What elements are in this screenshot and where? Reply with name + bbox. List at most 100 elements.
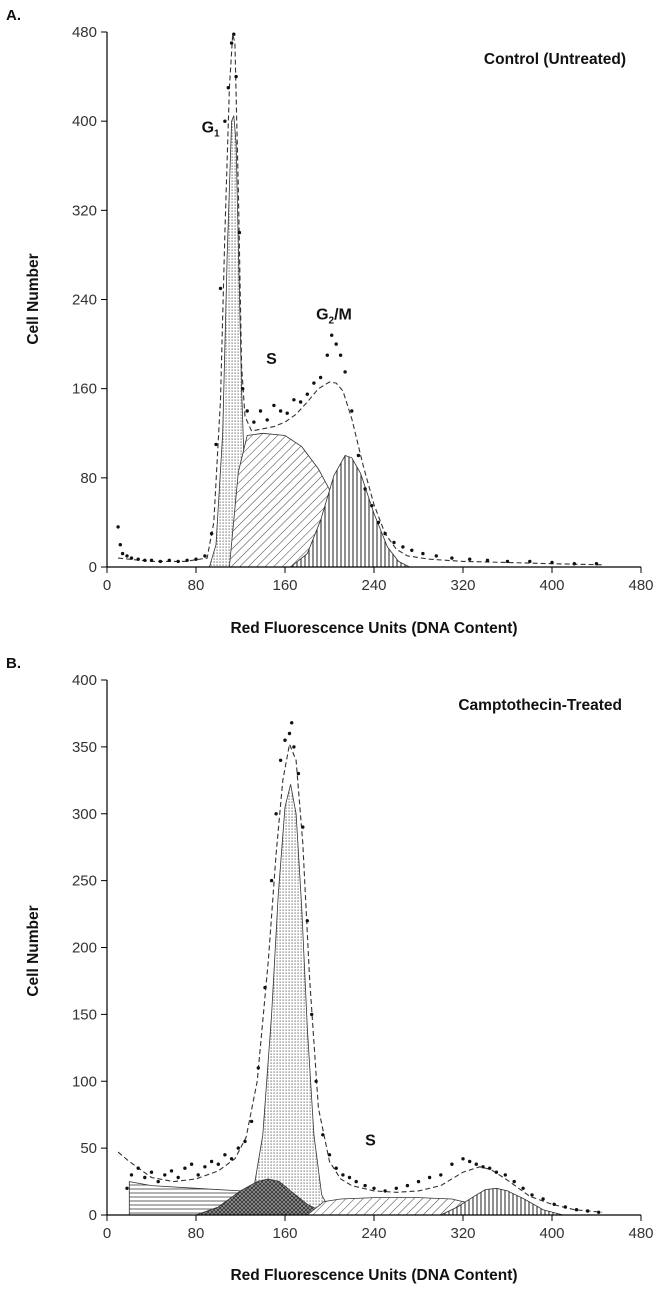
panel-b-data-point bbox=[585, 1209, 590, 1213]
panel-b-data-point bbox=[269, 878, 274, 883]
panel-a-data-point bbox=[550, 560, 554, 565]
panel-a-data-point bbox=[167, 558, 171, 562]
panel-a-y-tick-label: 240 bbox=[72, 292, 97, 309]
panel-a-x-tick-label: 240 bbox=[361, 577, 386, 594]
panel-b-y-tick-label: 100 bbox=[72, 1073, 97, 1090]
panel-a-data-point bbox=[485, 558, 490, 562]
panel-b-data-point bbox=[488, 1166, 492, 1170]
panel-b-data-point bbox=[236, 1146, 240, 1150]
panel-b-title: Camptothecin-Treated bbox=[458, 697, 622, 714]
panel-b-y-tick-label: 0 bbox=[89, 1207, 97, 1224]
panel-b-x-tick-label: 0 bbox=[103, 1225, 111, 1242]
panel-b-data-point bbox=[314, 1079, 318, 1084]
panel-a-series bbox=[116, 32, 603, 568]
panel-a-data-point bbox=[338, 353, 343, 357]
panel-b-data-point bbox=[474, 1162, 478, 1166]
panel-b-data-point bbox=[341, 1173, 345, 1177]
panel-a-data-point bbox=[334, 342, 338, 346]
panel-b-data-point bbox=[405, 1183, 410, 1188]
panel-a-data-point bbox=[421, 551, 425, 556]
panel-a-data-point bbox=[392, 540, 396, 545]
panel-b: B. 0 80 160 240 320 400 480 0 50 100 150 200 250 300 3… bbox=[6, 655, 654, 1284]
panel-a-data-point bbox=[505, 559, 510, 564]
panel-a-data-point bbox=[528, 559, 532, 564]
panel-a-y-tick-label: 80 bbox=[80, 470, 97, 487]
panel-b-data-point bbox=[229, 1157, 234, 1161]
panel-b-data-point bbox=[292, 745, 296, 749]
panel-b-data-point bbox=[327, 1153, 332, 1157]
panel-a-y-tick-label: 0 bbox=[89, 559, 97, 576]
panel-b-G2M-component bbox=[440, 1187, 564, 1216]
panel-a-data-point bbox=[229, 41, 234, 45]
panel-b-x-tick-label: 160 bbox=[272, 1225, 297, 1242]
panel-b-data-point bbox=[563, 1205, 567, 1209]
panel-a-data-point bbox=[209, 531, 214, 536]
panel-b-data-point bbox=[383, 1189, 387, 1193]
panel-b-data-point bbox=[209, 1159, 214, 1164]
panel-a-data-point bbox=[116, 525, 120, 529]
panel-b-data-point bbox=[372, 1186, 376, 1191]
panel-b-data-point bbox=[503, 1173, 507, 1177]
panel-b-data-point bbox=[143, 1175, 147, 1180]
panel-b-data-point bbox=[149, 1170, 154, 1174]
panel-a-data-point bbox=[298, 400, 303, 404]
panel-a-y-tick-label: 160 bbox=[72, 381, 97, 398]
panel-a-data-point bbox=[594, 562, 599, 566]
panel-a-data-point bbox=[214, 442, 218, 447]
panel-a: A. 0 80 160 240 320 400 480080160240320400480 … bbox=[6, 7, 654, 637]
panel-b-x-tick-label: 480 bbox=[628, 1225, 653, 1242]
panel-b-data-point bbox=[574, 1208, 579, 1212]
panel-b-data-point bbox=[290, 721, 294, 725]
panel-b-data-point bbox=[287, 731, 292, 736]
panel-a-data-point bbox=[241, 387, 245, 391]
panel-a-annotations: G1 S G2/M bbox=[202, 119, 352, 368]
panel-b-y-tick-label: 350 bbox=[72, 739, 97, 756]
panel-b-data-point bbox=[249, 1119, 254, 1124]
panel-b-data-point bbox=[512, 1179, 516, 1184]
panel-b-data-point bbox=[196, 1173, 200, 1177]
panel-a-data-point bbox=[125, 554, 129, 558]
panel-a-data-point bbox=[143, 558, 147, 562]
panel-a-axes: 0 80 160 240 320 400 480 0 80 160 240 320 400 480 bbox=[72, 24, 654, 594]
panel-b-data-point bbox=[305, 919, 309, 923]
panel-b-data-point bbox=[334, 1166, 338, 1170]
panel-b-data-point bbox=[494, 1170, 499, 1174]
panel-b-axes: 0 80 160 240 320 400 480 0 50 100 150 200 250 300 350 4… bbox=[72, 672, 654, 1242]
panel-a-data-point bbox=[325, 353, 329, 357]
panel-a-data-point bbox=[258, 409, 263, 413]
panel-a-data-point bbox=[136, 557, 140, 561]
panel-b-data-point bbox=[243, 1139, 247, 1144]
panel-a-x-tick-label: 320 bbox=[450, 577, 475, 594]
panel-b-data-point bbox=[129, 1173, 134, 1177]
panel-b-data-point bbox=[427, 1175, 432, 1180]
panel-a-data-point bbox=[343, 370, 347, 374]
panel-a-data-point bbox=[383, 531, 387, 536]
panel-a-data-point bbox=[363, 487, 367, 491]
panel-b-data-point bbox=[321, 1133, 325, 1137]
panel-a-y-tick-label: 400 bbox=[72, 113, 97, 130]
panel-b-data-point bbox=[156, 1179, 160, 1184]
panel-b-data-point bbox=[223, 1153, 227, 1157]
panel-b-data-point bbox=[439, 1173, 443, 1177]
panel-b-y-tick-label: 50 bbox=[80, 1140, 97, 1157]
panel-b-data-point bbox=[481, 1165, 485, 1169]
panel-b-series bbox=[117, 721, 603, 1216]
panel-a-data-point bbox=[118, 543, 123, 547]
panel-a-data-point bbox=[278, 409, 283, 413]
panel-b-data-point bbox=[416, 1179, 421, 1184]
panel-a-data-point bbox=[234, 74, 238, 79]
panel-b-data-point bbox=[310, 1012, 314, 1017]
panel-a-data-point bbox=[312, 381, 316, 385]
panel-a-data-point bbox=[450, 556, 454, 560]
panel-b-data-point bbox=[296, 771, 301, 776]
panel-a-data-point bbox=[176, 559, 180, 564]
panel-b-data-point bbox=[274, 812, 278, 816]
panel-a-data-point bbox=[218, 286, 223, 291]
panel-b-data-point bbox=[283, 738, 287, 742]
panel-a-label: A. bbox=[6, 7, 21, 24]
panel-b-y-tick-label: 400 bbox=[72, 672, 97, 689]
panel-a-y-tick-label: 480 bbox=[72, 24, 97, 41]
panel-a-y-tick-label: 320 bbox=[72, 202, 97, 219]
panel-a-x-tick-label: 160 bbox=[272, 577, 297, 594]
